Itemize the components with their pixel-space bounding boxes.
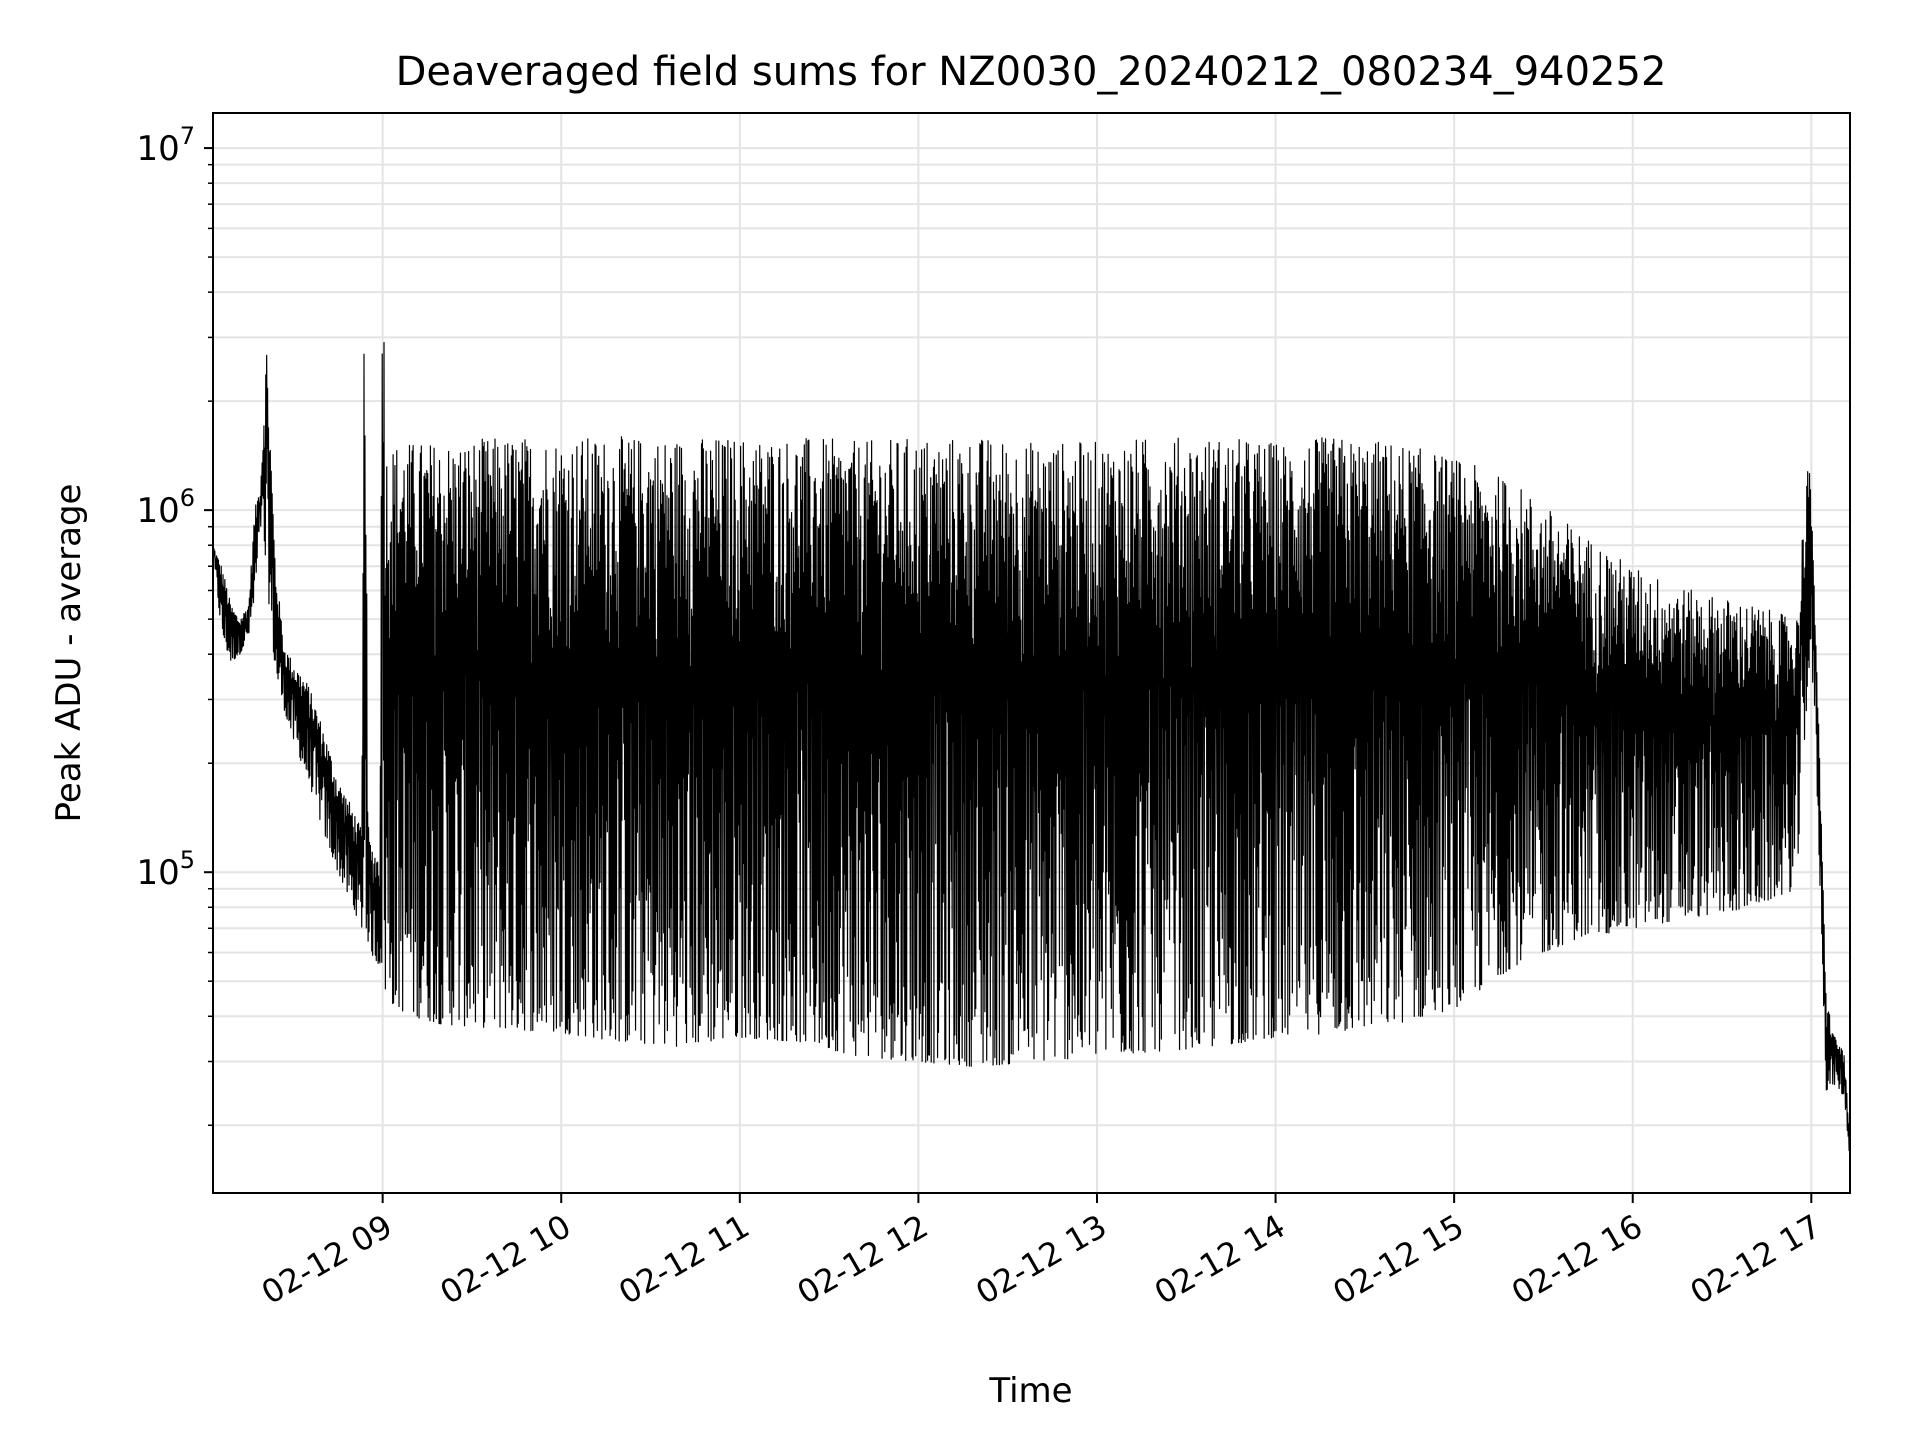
series-line [212,342,1851,1158]
y-tick-label: 105 [136,846,195,893]
plot-frame [212,112,1851,1194]
x-axis-label: Time [988,1371,1072,1411]
chart-title: Deaveraged field sums for NZ0030_2024021… [396,49,1667,95]
y-axis-label: Peak ADU - average [49,484,89,823]
series-layer [212,342,1851,1158]
y-tick-label: 106 [136,484,195,531]
y-tick-label: 107 [136,122,195,169]
